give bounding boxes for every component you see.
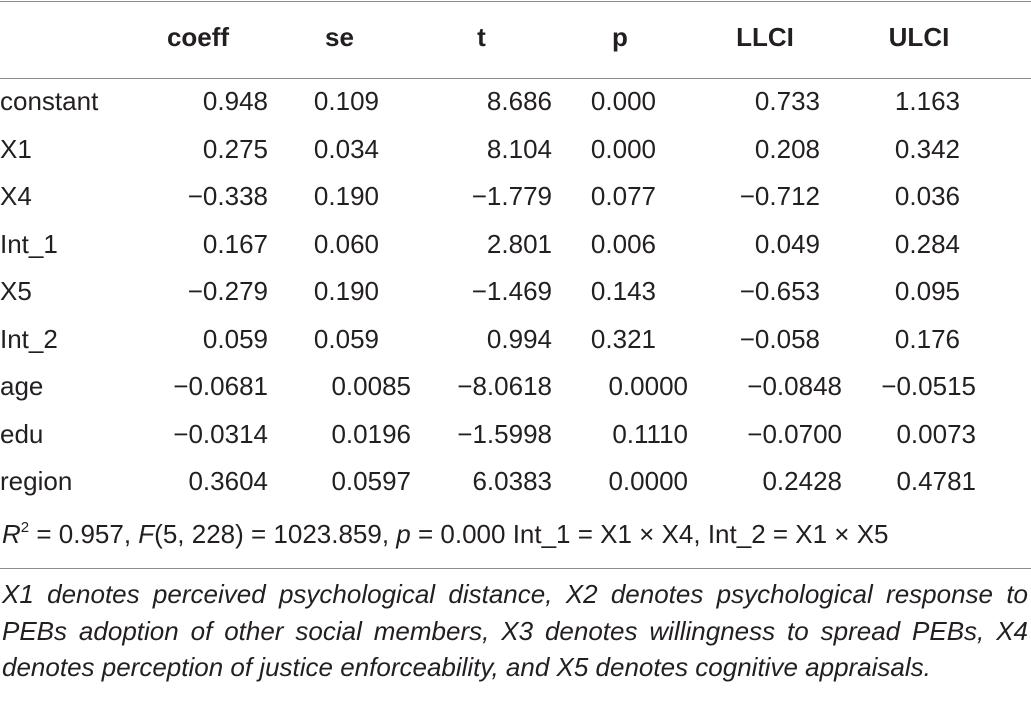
f-symbol: F — [138, 519, 155, 549]
table-row: X4 −0.338 0.190 −1.779 0.077 −0.712 0.03… — [0, 173, 996, 221]
table-row: X1 0.275 0.034 8.104 0.000 0.208 0.342 — [0, 126, 996, 174]
cell-t: 6.0383 — [472, 466, 552, 497]
header-cell-ulci: ULCI — [888, 21, 950, 52]
cell-t: 2.801 — [486, 228, 552, 259]
cell-ulci: 0.036 — [894, 181, 960, 212]
row-label: Int_2 — [0, 323, 58, 354]
table-footnote: X1 denotes perceived psychological dista… — [2, 579, 1028, 682]
cell-ulci: 0.176 — [894, 323, 960, 354]
header-cell-se: se — [325, 21, 354, 52]
cell-llci: −0.0700 — [747, 418, 842, 449]
cell-llci: −0.712 — [739, 181, 820, 212]
table-row: edu −0.0314 0.0196 −1.5998 0.1110 −0.070… — [0, 411, 996, 459]
cell-coeff: −0.338 — [187, 181, 268, 212]
row-label: age — [0, 371, 44, 402]
cell-se: 0.190 — [313, 181, 379, 212]
cell-llci: 0.208 — [754, 133, 820, 164]
cell-p: 0.321 — [590, 323, 656, 354]
cell-p: 0.0000 — [608, 371, 688, 402]
cell-coeff: 0.275 — [202, 133, 268, 164]
table-row: Int_1 0.167 0.060 2.801 0.006 0.049 0.28… — [0, 221, 996, 269]
r2-exponent: 2 — [20, 519, 30, 536]
cell-p: 0.0000 — [608, 466, 688, 497]
cell-llci: −0.0848 — [747, 371, 842, 402]
cell-llci: −0.058 — [739, 323, 820, 354]
table-row: Int_2 0.059 0.059 0.994 0.321 −0.058 0.1… — [0, 316, 996, 364]
header-row: coeff se t p LLCI ULCI — [0, 0, 996, 78]
header-cell-blank — [0, 0, 128, 78]
regression-table: coeff se t p LLCI ULCI constant 0.948 0.… — [0, 0, 996, 506]
cell-p: 0.000 — [590, 133, 656, 164]
cell-ulci: 0.342 — [894, 133, 960, 164]
row-label: Int_1 — [0, 228, 58, 259]
header-cell-p: p — [612, 21, 628, 52]
cell-t: 8.686 — [486, 86, 552, 117]
cell-coeff: −0.0681 — [173, 371, 268, 402]
cell-t: 0.994 — [486, 323, 552, 354]
cell-p: 0.006 — [590, 228, 656, 259]
p-symbol: p — [396, 519, 411, 549]
cell-p: 0.143 — [590, 276, 656, 307]
table-row: constant 0.948 0.109 8.686 0.000 0.733 1… — [0, 78, 996, 126]
p-value: = 0.000 — [410, 519, 513, 549]
row-label: edu — [0, 418, 44, 449]
table-bottom-rule — [0, 568, 1031, 569]
cell-ulci: 1.163 — [894, 86, 960, 117]
row-label: X5 — [0, 276, 32, 307]
cell-t: 8.104 — [486, 133, 552, 164]
cell-se: 0.060 — [313, 228, 379, 259]
cell-llci: 0.2428 — [762, 466, 842, 497]
cell-se: 0.034 — [313, 133, 379, 164]
cell-t: −1.5998 — [457, 418, 552, 449]
cell-llci: −0.653 — [739, 276, 820, 307]
cell-se: 0.0196 — [331, 418, 411, 449]
cell-coeff: 0.3604 — [188, 466, 268, 497]
cell-coeff: 0.167 — [202, 228, 268, 259]
cell-ulci: 0.4781 — [896, 466, 976, 497]
cell-coeff: 0.948 — [202, 86, 268, 117]
row-label: region — [0, 466, 73, 497]
cell-coeff: −0.279 — [187, 276, 268, 307]
table-row: X5 −0.279 0.190 −1.469 0.143 −0.653 0.09… — [0, 268, 996, 316]
model-fit-statistics: R2 = 0.957, F(5, 228) = 1023.859, p = 0.… — [2, 514, 889, 554]
cell-ulci: −0.0515 — [881, 371, 976, 402]
cell-t: −1.469 — [471, 276, 552, 307]
cell-coeff: −0.0314 — [173, 418, 268, 449]
header-cell-llci: LLCI — [736, 21, 794, 52]
header-cell-t: t — [477, 21, 486, 52]
cell-ulci: 0.095 — [894, 276, 960, 307]
row-label: X1 — [0, 133, 32, 164]
table-row: region 0.3604 0.0597 6.0383 0.0000 0.242… — [0, 458, 996, 506]
cell-ulci: 0.284 — [894, 228, 960, 259]
cell-t: −8.0618 — [457, 371, 552, 402]
cell-p: 0.000 — [590, 86, 656, 117]
cell-se: 0.059 — [313, 323, 379, 354]
cell-llci: 0.049 — [754, 228, 820, 259]
cell-coeff: 0.059 — [202, 323, 268, 354]
table-top-rule — [0, 1, 1031, 2]
cell-ulci: 0.0073 — [896, 418, 976, 449]
table-header-rule — [0, 78, 1031, 79]
cell-llci: 0.733 — [754, 86, 820, 117]
cell-se: 0.109 — [313, 86, 379, 117]
cell-se: 0.190 — [313, 276, 379, 307]
r2-value: = 0.957, — [29, 519, 139, 549]
cell-p: 0.1110 — [612, 418, 688, 449]
cell-se: 0.0085 — [331, 371, 411, 402]
cell-p: 0.077 — [590, 181, 656, 212]
header-cell-coeff: coeff — [166, 21, 230, 52]
row-label: X4 — [0, 181, 32, 212]
f-value: (5, 228) = 1023.859, — [154, 519, 397, 549]
r2-symbol: R — [2, 519, 21, 549]
row-label: constant — [0, 86, 99, 117]
cell-t: −1.779 — [471, 181, 552, 212]
cell-se: 0.0597 — [331, 466, 411, 497]
table-row: age −0.0681 0.0085 −8.0618 0.0000 −0.084… — [0, 363, 996, 411]
interaction-definitions: Int_1 = X1 × X4, Int_2 = X1 × X5 — [512, 519, 889, 549]
